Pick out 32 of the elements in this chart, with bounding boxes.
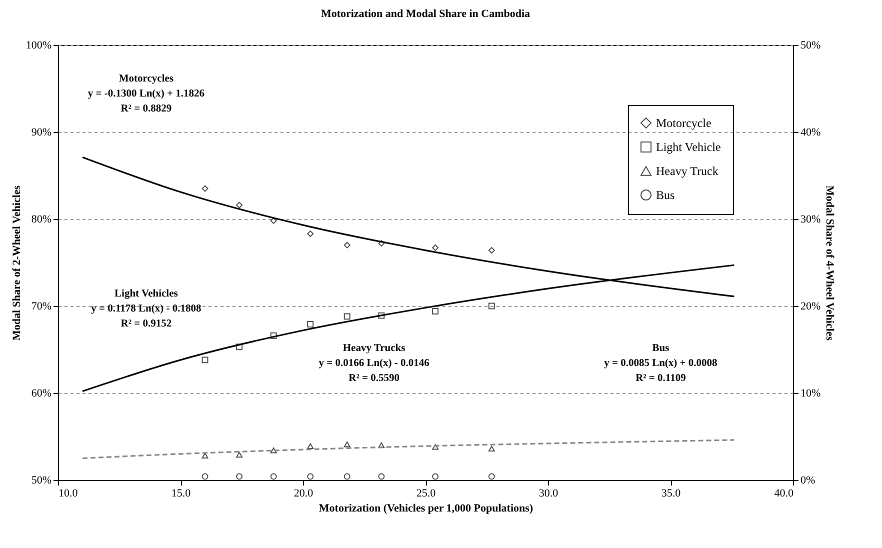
x-axis-title: Motorization (Vehicles per 1,000 Populations) (318, 502, 534, 514)
y-tick-label: 60% (31, 388, 52, 400)
y-axis-title: Modal Share of 2-Wheel Vehicles (10, 184, 23, 341)
x-tick-label: 10.0 (58, 488, 78, 500)
y2-tick-label: 30% (800, 214, 821, 226)
y2-tick-label: 10% (800, 388, 821, 400)
x-tick-label: 35.0 (661, 488, 682, 500)
y2-axis-title: Modal Share of 4-Wheel Vehicles (824, 185, 836, 342)
y-tick-label: 70% (31, 300, 52, 312)
x-tick-label: 20.0 (294, 488, 314, 500)
y-tick-label: 100% (26, 40, 52, 52)
y2-tick-label: 50% (800, 40, 821, 52)
x-tick-label: 15.0 (171, 488, 192, 500)
y2-tick-label: 40% (800, 126, 821, 138)
annotation: Light Vehicles y = 0.1178 Ln(x) - 0.1808 R² = 0.9152 (91, 288, 202, 330)
annotation: Motorcycles y = -0.1300 Ln(x) + 1.1826 R² = 0.8829 (88, 73, 205, 114)
y-tick-label: 80% (31, 214, 52, 226)
y-tick-label: 50% (31, 474, 52, 486)
line-series (82, 439, 735, 460)
x-tick-label: 25.0 (416, 488, 436, 500)
annotation: Heavy Trucks y = 0.0166 Ln(x) - 0.0146 R² = 0.5590 (318, 342, 430, 384)
legend-label: Light Vehicle (656, 140, 721, 154)
x-tick-label: 40.0 (774, 488, 794, 500)
legend-label: Bus (656, 188, 676, 202)
annotation: Bus y = 0.0085 Ln(x) + 0.0008 R² = 0.1109 (604, 342, 718, 384)
y2-tick-label: 0% (800, 474, 816, 486)
y-tick-label: 90% (31, 126, 52, 138)
legend-label: Motorcycle (656, 116, 712, 130)
y2-tick-label: 20% (800, 300, 821, 312)
x-tick-label: 30.0 (538, 488, 559, 500)
legend-label: Heavy Truck (656, 164, 718, 178)
chart-title: Motorization and Modal Share in Cambodia (320, 8, 531, 20)
